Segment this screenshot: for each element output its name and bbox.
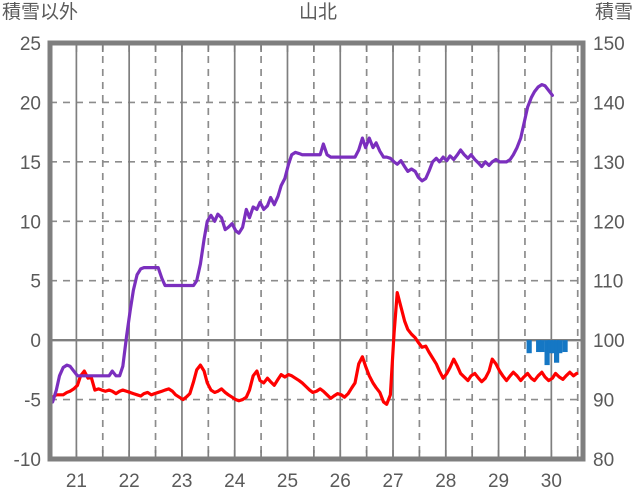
x-tick-label: 26	[330, 471, 351, 492]
y2-tick-label: 150	[593, 34, 625, 55]
y-tick-label: 0	[30, 331, 41, 352]
x-tick-label: 23	[171, 471, 192, 492]
x-tick-label: 28	[435, 471, 456, 492]
x-tick-label: 22	[119, 471, 140, 492]
y-tick-label: -10	[14, 450, 41, 471]
y-tick-label: 5	[30, 272, 41, 293]
y-tick-label: -5	[24, 391, 41, 412]
precipitation-bars	[526, 340, 568, 366]
y-tick-label: 25	[20, 34, 41, 55]
series-line-non-snow	[51, 291, 579, 406]
right-axis-tick-labels: 80 90 100 110 120 130 140 150	[593, 34, 625, 471]
major-gridlines	[75, 43, 553, 459]
series-line-snow-depth	[51, 83, 554, 404]
y2-tick-label: 100	[593, 331, 625, 352]
y2-tick-label: 80	[593, 450, 614, 471]
y2-tick-label: 130	[593, 153, 625, 174]
left-axis-tick-labels: -10 -5 0 5 10 15 20 25	[14, 34, 41, 471]
x-axis-tick-labels: 21 22 23 24 25 26 27 28 29 30	[66, 471, 562, 492]
y2-tick-label: 140	[593, 93, 625, 114]
x-tick-label: 29	[488, 471, 509, 492]
x-tick-label: 25	[277, 471, 298, 492]
plot-frame	[47, 40, 586, 462]
y2-tick-label: 90	[593, 391, 614, 412]
y2-tick-label: 120	[593, 212, 625, 233]
x-tick-label: 27	[382, 471, 403, 492]
x-tick-label: 30	[541, 471, 562, 492]
x-tick-label: 24	[224, 471, 246, 492]
y-tick-label: 15	[20, 153, 41, 174]
right-axis-title: 積雪	[594, 2, 633, 23]
y-tick-label: 10	[20, 212, 41, 233]
y2-tick-label: 110	[593, 272, 623, 293]
chart-title: 山北	[298, 2, 337, 23]
left-axis-title: 積雪以外	[2, 2, 79, 23]
x-tick-label: 21	[66, 471, 87, 492]
y-tick-label: 20	[20, 93, 41, 114]
